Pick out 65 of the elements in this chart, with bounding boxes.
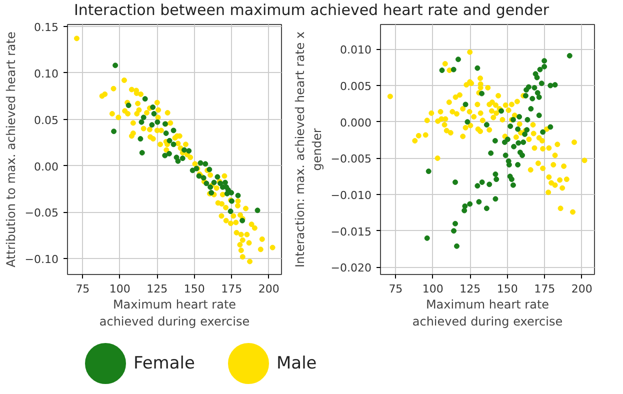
y-tick-label: −0.020: [330, 262, 372, 275]
point: [170, 128, 176, 134]
x-tick-label: 150: [184, 282, 205, 296]
y-tick-label: 0.10: [34, 67, 59, 80]
x-tick-label: 150: [496, 282, 518, 296]
point: [166, 150, 172, 156]
x-tick-label: 100: [109, 282, 130, 296]
point: [166, 138, 172, 144]
y-tick-label: −0.05: [24, 206, 59, 220]
point: [151, 110, 157, 116]
legend-label: Male: [276, 354, 317, 374]
point: [175, 158, 181, 164]
y-tick-label: 0.000: [340, 116, 372, 130]
point: [139, 150, 145, 156]
point: [140, 114, 146, 120]
y-tick-label: 0.010: [340, 44, 372, 57]
point: [198, 160, 204, 166]
x-axis-title: Maximum heart rate achieved during exercise: [99, 298, 250, 328]
point: [224, 190, 230, 196]
point: [112, 62, 118, 68]
x-tick-label: 125: [460, 282, 481, 296]
legend-label: Female: [134, 354, 195, 374]
point: [214, 174, 220, 180]
y-tick-label: −0.005: [330, 152, 372, 166]
point: [211, 180, 217, 186]
x-tick-label: 175: [534, 282, 556, 296]
point: [222, 180, 228, 186]
y-tick-label: −0.10: [24, 253, 59, 266]
point: [149, 122, 155, 128]
y-tick-label: 0.005: [340, 80, 372, 94]
point: [182, 147, 188, 153]
x-tick-label: 100: [422, 282, 444, 296]
x-axis-title: Maximum heart rate achieved during exercise: [412, 298, 563, 328]
point: [180, 156, 186, 162]
point: [254, 208, 260, 214]
point: [163, 130, 169, 136]
y-axis-title: Interaction: max. achieved heart rate x gender: [292, 31, 324, 268]
y-tick-label: 0.15: [34, 20, 59, 34]
y-tick-label: 0.00: [34, 160, 59, 174]
point: [138, 136, 144, 142]
x-tick-label: 125: [146, 282, 168, 296]
point: [170, 142, 176, 148]
x-tick-label: 200: [258, 282, 280, 296]
point: [202, 161, 208, 167]
point: [154, 119, 160, 125]
point: [142, 96, 148, 102]
point: [186, 148, 192, 154]
x-tick-label: 175: [221, 282, 242, 296]
point: [126, 102, 132, 108]
point: [150, 104, 156, 110]
y-tick-label: 0.05: [34, 114, 59, 127]
point: [111, 128, 117, 134]
y-tick-label: −0.010: [330, 189, 372, 202]
point: [138, 119, 144, 125]
x-tick-label: 75: [76, 282, 90, 296]
point: [200, 175, 206, 181]
point: [235, 192, 241, 198]
point: [228, 208, 234, 214]
y-axis-title: Attribution to max. achieved heart rate: [4, 32, 18, 268]
point: [162, 152, 168, 158]
x-tick-label: 75: [388, 282, 403, 296]
x-tick-label: 200: [571, 282, 592, 296]
text: Interaction between maximum achieved heart rate and gender: [74, 0, 549, 21]
point: [204, 180, 210, 186]
y-tick-label: −0.015: [330, 225, 372, 238]
